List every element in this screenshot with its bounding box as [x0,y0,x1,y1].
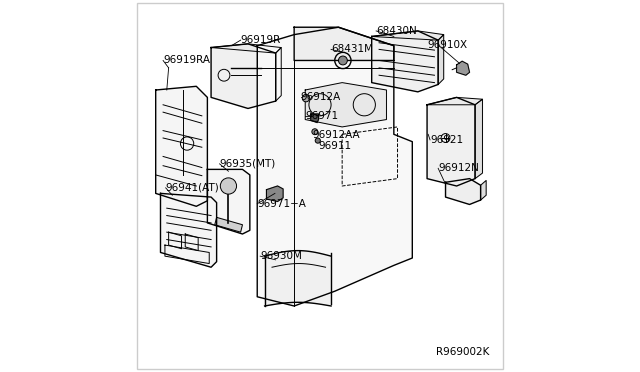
Circle shape [302,94,310,102]
Text: 96912AA: 96912AA [312,130,360,140]
Text: 96912A: 96912A [301,92,341,102]
Polygon shape [456,61,470,75]
Circle shape [220,178,237,194]
Polygon shape [211,44,276,109]
Polygon shape [257,27,412,306]
Text: 96935(MT): 96935(MT) [220,159,276,169]
Text: 96912N: 96912N [438,163,479,173]
Text: 96941(AT): 96941(AT) [166,183,220,193]
Polygon shape [211,44,281,53]
Text: 96911: 96911 [319,141,351,151]
Polygon shape [438,35,444,84]
Polygon shape [445,179,481,205]
Circle shape [312,129,318,135]
Text: 96971: 96971 [305,111,339,121]
Text: R969002K: R969002K [436,347,490,357]
Polygon shape [266,186,283,202]
Text: 68430N: 68430N [376,26,417,36]
Text: 68431M: 68431M [331,44,373,54]
Polygon shape [264,251,331,306]
Polygon shape [427,97,475,186]
Polygon shape [372,31,444,40]
Circle shape [339,56,348,65]
Polygon shape [481,180,486,200]
Polygon shape [475,99,483,179]
Polygon shape [305,83,387,127]
Circle shape [316,138,321,143]
Polygon shape [276,48,281,101]
Text: 96919RA: 96919RA [163,55,210,65]
Polygon shape [294,27,394,61]
Text: 96919R: 96919R [241,35,281,45]
Polygon shape [215,217,243,232]
Text: 96910X: 96910X [428,40,468,50]
Polygon shape [372,31,438,92]
Polygon shape [427,97,483,105]
Text: 96921: 96921 [430,135,463,145]
Text: 96971+A: 96971+A [257,199,306,209]
Polygon shape [311,114,319,122]
Polygon shape [156,86,207,206]
Text: 96930M: 96930M [260,251,302,261]
Polygon shape [207,169,250,234]
Polygon shape [161,193,216,267]
